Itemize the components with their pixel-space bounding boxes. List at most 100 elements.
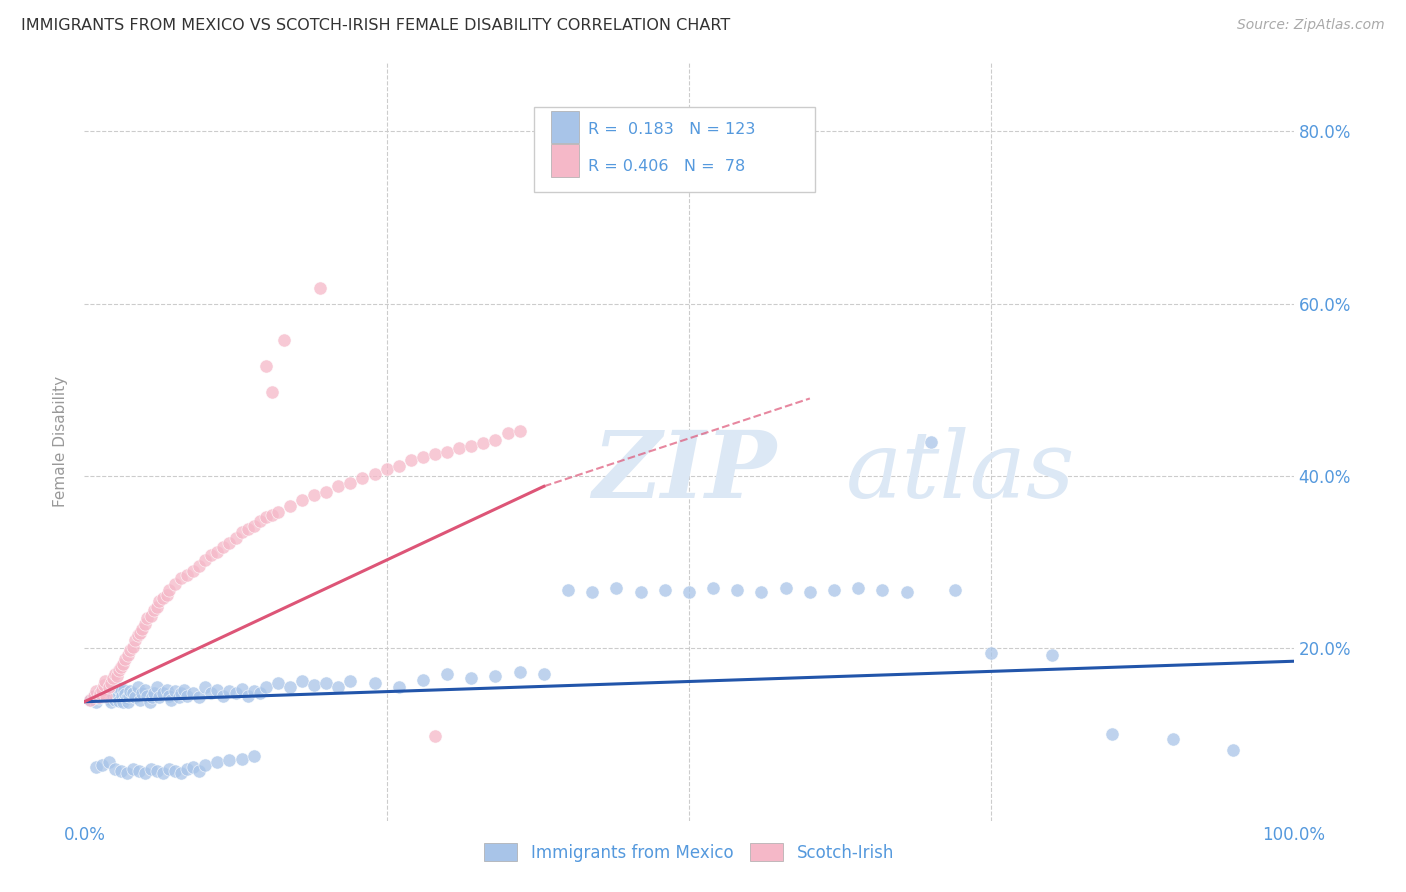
Point <box>751 585 773 599</box>
Point <box>254 510 277 524</box>
Point <box>152 766 174 780</box>
Point <box>114 687 136 701</box>
Point <box>157 762 180 776</box>
Point <box>249 686 271 700</box>
Point <box>148 594 170 608</box>
Point <box>176 689 198 703</box>
Point <box>165 764 187 778</box>
Point <box>100 675 122 690</box>
Point <box>112 695 135 709</box>
Point <box>236 689 259 703</box>
Point <box>104 690 127 705</box>
Point <box>120 684 142 698</box>
Point <box>139 608 162 623</box>
Point <box>87 691 110 706</box>
Point <box>181 564 204 578</box>
Point <box>170 686 193 700</box>
Point <box>363 467 385 482</box>
Point <box>315 484 337 499</box>
Point <box>89 684 111 698</box>
Point <box>134 766 156 780</box>
Point <box>108 663 131 677</box>
Point <box>484 669 506 683</box>
Point <box>107 681 129 695</box>
Point <box>872 582 894 597</box>
Point <box>157 689 180 703</box>
Point <box>129 625 152 640</box>
Point <box>725 582 748 597</box>
Point <box>388 458 411 473</box>
Point <box>1101 727 1123 741</box>
Point <box>375 462 398 476</box>
Point <box>188 764 211 778</box>
Point <box>273 333 295 347</box>
Point <box>103 688 125 702</box>
Text: IMMIGRANTS FROM MEXICO VS SCOTCH-IRISH FEMALE DISABILITY CORRELATION CHART: IMMIGRANTS FROM MEXICO VS SCOTCH-IRISH F… <box>21 18 730 33</box>
Point <box>920 434 942 449</box>
Point <box>200 548 222 563</box>
Point <box>225 531 247 545</box>
Point <box>112 657 135 671</box>
Point <box>181 760 204 774</box>
Point <box>105 686 128 700</box>
Point <box>412 450 434 464</box>
Point <box>148 690 170 705</box>
Point <box>96 687 118 701</box>
Point <box>236 523 259 537</box>
Point <box>309 281 332 295</box>
Text: atlas: atlas <box>846 427 1076 516</box>
Point <box>242 519 264 533</box>
Point <box>170 571 193 585</box>
Point <box>249 514 271 528</box>
Point <box>160 693 183 707</box>
Point <box>339 674 361 689</box>
Point <box>146 764 169 778</box>
Point <box>124 690 146 705</box>
Point <box>896 585 918 599</box>
Point <box>143 686 166 700</box>
Point <box>218 684 240 698</box>
Point <box>117 695 139 709</box>
Point <box>94 682 117 697</box>
Point <box>218 753 240 767</box>
Point <box>654 582 676 597</box>
Point <box>97 680 120 694</box>
Point <box>231 524 253 539</box>
Point <box>114 651 136 665</box>
Point <box>83 689 105 703</box>
Point <box>146 680 169 694</box>
Point <box>702 581 724 595</box>
Point <box>260 384 283 399</box>
Point <box>83 689 105 703</box>
Text: R = 0.406   N =  78: R = 0.406 N = 78 <box>588 159 745 174</box>
Point <box>128 764 150 778</box>
Point <box>118 689 141 703</box>
Point <box>302 677 325 691</box>
Point <box>605 581 627 595</box>
Point <box>207 755 229 769</box>
Point <box>121 686 143 700</box>
Point <box>131 623 153 637</box>
Point <box>194 757 217 772</box>
Point <box>91 757 114 772</box>
Point <box>170 766 193 780</box>
Point <box>104 667 127 681</box>
Point <box>207 682 229 697</box>
Point <box>302 488 325 502</box>
Point <box>363 675 385 690</box>
Point <box>110 764 132 778</box>
Point <box>91 689 114 703</box>
Point <box>155 682 177 697</box>
Point <box>155 588 177 602</box>
Point <box>146 599 169 614</box>
Point <box>291 493 314 508</box>
Point <box>399 453 422 467</box>
Point <box>129 693 152 707</box>
Point <box>139 762 162 776</box>
Point <box>200 686 222 700</box>
Point <box>104 762 127 776</box>
Point <box>484 433 506 447</box>
Point <box>110 684 132 698</box>
Point <box>79 693 101 707</box>
Point <box>93 686 115 700</box>
